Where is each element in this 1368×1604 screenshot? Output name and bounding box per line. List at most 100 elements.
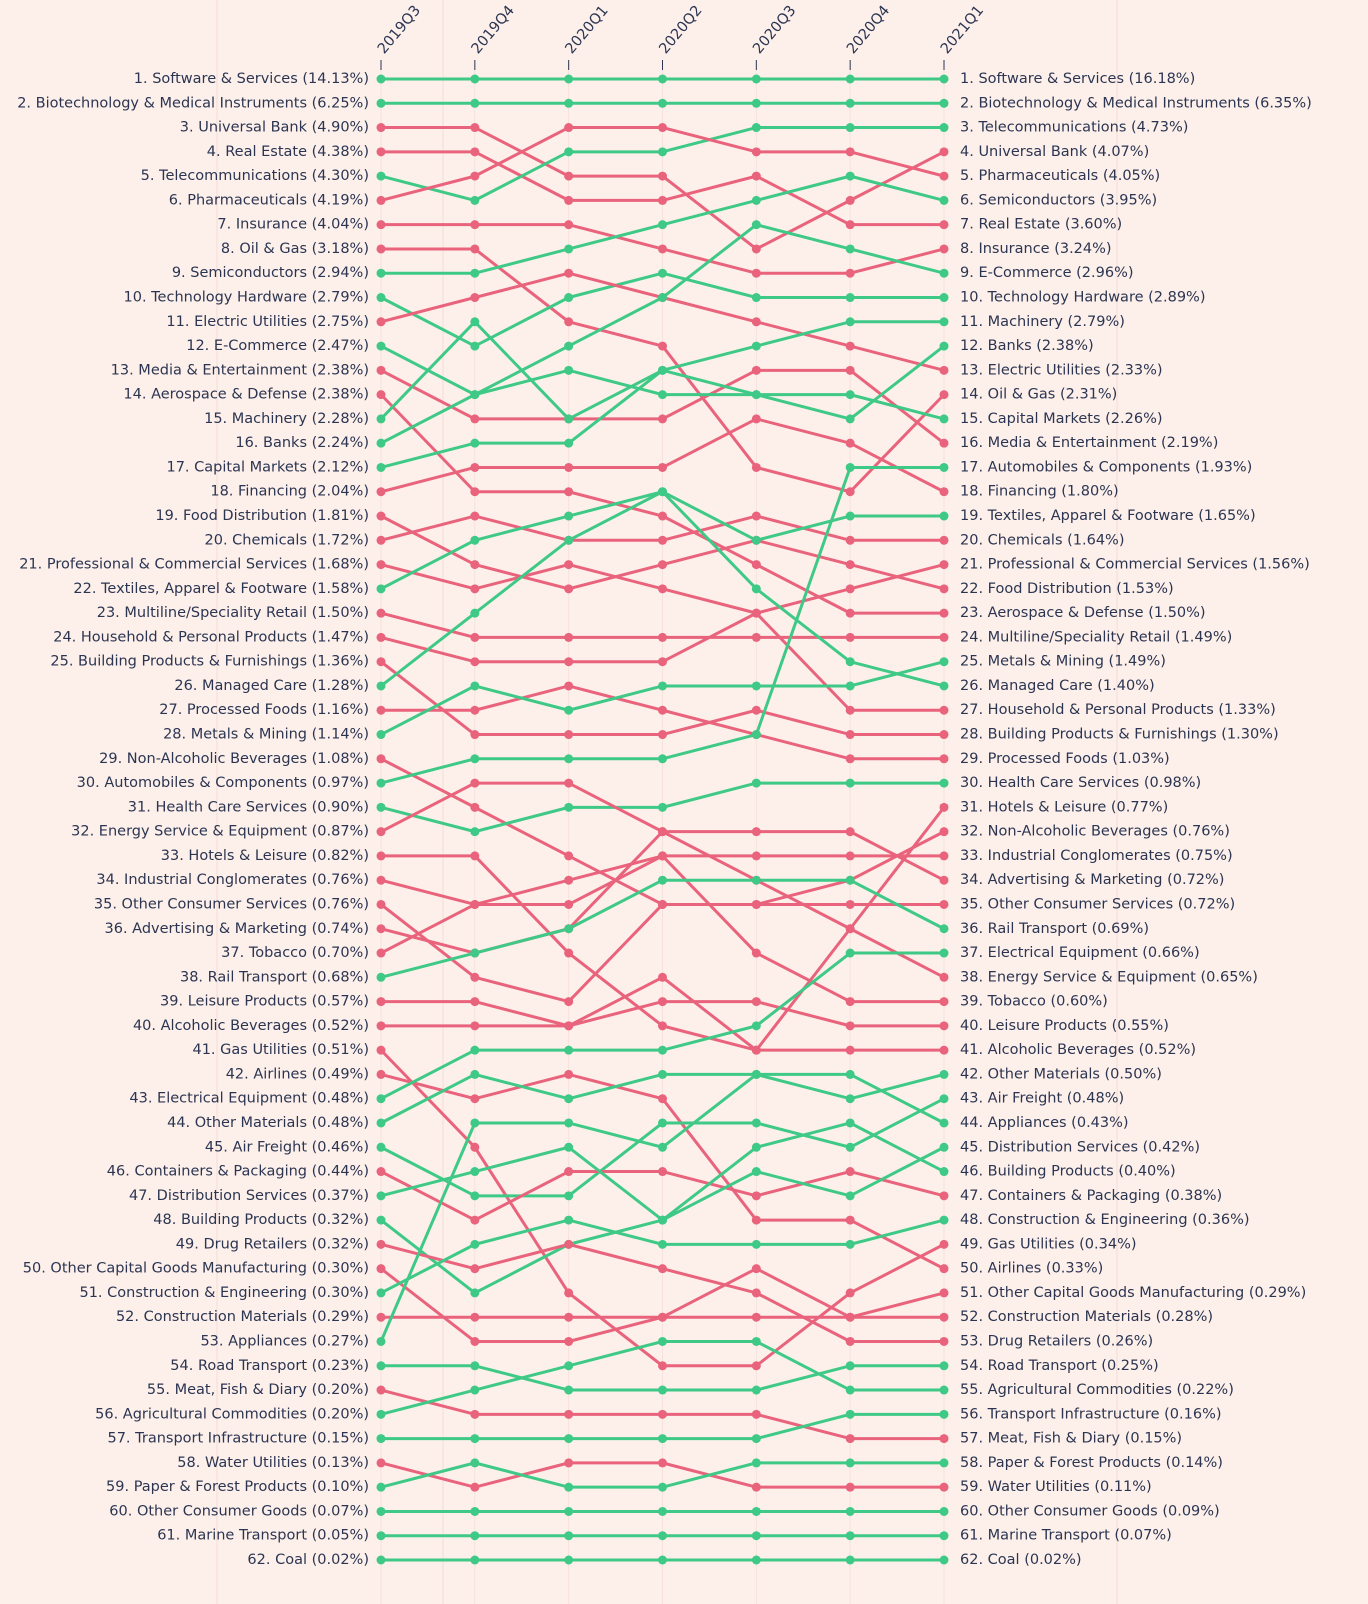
right-label: 48. Construction & Engineering (0.36%) (960, 1212, 1250, 1228)
rank-dot (939, 560, 949, 570)
rank-dot (376, 123, 386, 133)
rank-dot (470, 438, 480, 448)
rank-dot (845, 924, 855, 934)
rank-dot (376, 487, 386, 497)
rank-dot (658, 244, 667, 254)
rank-dot (564, 341, 574, 351)
rank-dot (751, 414, 761, 424)
rank-dot (564, 462, 574, 472)
rank-dot (939, 462, 949, 472)
rank-dot (939, 1094, 949, 1104)
rank-dot (564, 997, 574, 1007)
right-label: 14. Oil & Gas (2.31%) (960, 387, 1117, 403)
rank-dot (751, 827, 761, 837)
rank-dot (376, 1336, 386, 1346)
rank-dot (470, 341, 480, 351)
rank-dot (470, 1021, 480, 1031)
rank-dot (376, 657, 386, 667)
rank-dot (845, 414, 855, 424)
left-label: 56. Agricultural Commodities (0.20%) (95, 1406, 369, 1422)
left-label: 13. Media & Entertainment (2.38%) (111, 362, 369, 378)
rank-dot (376, 74, 386, 84)
right-label: 4. Universal Bank (4.07%) (960, 144, 1149, 160)
rank-dot (751, 1409, 761, 1419)
rank-dot (751, 730, 761, 740)
right-label: 18. Financing (1.80%) (960, 484, 1119, 500)
rank-dot (751, 268, 761, 278)
right-label: 49. Gas Utilities (0.34%) (960, 1236, 1137, 1252)
rank-dot (564, 98, 574, 108)
rank-dot (751, 74, 761, 84)
rank-dot (564, 244, 574, 254)
left-label: 35. Other Consumer Services (0.76%) (94, 896, 369, 912)
rank-dot (376, 1069, 386, 1079)
rank-dot (751, 1555, 761, 1565)
rank-dot (376, 1531, 386, 1541)
left-label: 27. Processed Foods (1.16%) (159, 702, 369, 718)
rank-dot (564, 1482, 574, 1492)
rank-dot (376, 899, 386, 909)
rank-dot (470, 1434, 480, 1444)
rank-dot (845, 1021, 855, 1031)
left-label: 16. Banks (2.24%) (235, 435, 369, 451)
right-label: 3. Telecommunications (4.73%) (960, 120, 1188, 136)
rank-dot (658, 899, 667, 909)
rank-dot (376, 1361, 386, 1371)
rank-dot (658, 802, 667, 812)
rank-dot (845, 171, 855, 181)
rank-dot (845, 1531, 855, 1541)
rank-dot (470, 584, 480, 594)
rank-dot (751, 1336, 761, 1346)
left-label: 25. Building Products & Furnishings (1.3… (50, 654, 369, 670)
rank-dot (376, 511, 386, 521)
right-label: 62. Coal (0.02%) (960, 1552, 1082, 1568)
right-label: 17. Automobiles & Components (1.93%) (960, 459, 1252, 475)
left-label: 12. E-Commerce (2.47%) (186, 338, 369, 354)
left-label: 6. Pharmaceuticals (4.19%) (169, 192, 369, 208)
rank-dot (564, 657, 574, 667)
rank-dot (658, 1094, 667, 1104)
rank-dot (658, 268, 667, 278)
rank-dot (376, 1167, 386, 1177)
rank-dot (564, 195, 574, 205)
left-label: 52. Construction Materials (0.29%) (116, 1309, 369, 1325)
rank-dot (751, 1069, 761, 1079)
left-label: 31. Health Care Services (0.90%) (128, 799, 369, 815)
rank-dot (564, 1094, 574, 1104)
right-label: 24. Multiline/Speciality Retail (1.49%) (960, 629, 1232, 645)
rank-dot (376, 365, 386, 375)
rank-dot (470, 487, 480, 497)
rank-dot (845, 74, 855, 84)
rank-dot (564, 924, 574, 934)
rank-dot (939, 1531, 949, 1541)
rank-dot (845, 608, 855, 618)
right-label: 10. Technology Hardware (2.89%) (960, 290, 1206, 306)
rank-dot (751, 244, 761, 254)
rank-dot (376, 802, 386, 812)
rank-dot (658, 1385, 667, 1395)
rank-dot (845, 657, 855, 667)
rank-dot (751, 851, 761, 861)
rank-dot (939, 123, 949, 133)
rank-dot (845, 390, 855, 400)
rank-dot (564, 74, 574, 84)
rank-dot (470, 1069, 480, 1079)
rank-dot (658, 487, 667, 497)
rank-dot (751, 1118, 761, 1128)
rank-dot (751, 1239, 761, 1249)
rank-dot (939, 827, 949, 837)
rank-dot (751, 147, 761, 157)
rank-dot (376, 851, 386, 861)
rank-dot (939, 1482, 949, 1492)
left-label: 58. Water Utilities (0.13%) (177, 1455, 369, 1471)
rank-dot (751, 390, 761, 400)
rank-dot (564, 1239, 574, 1249)
right-label: 13. Electric Utilities (2.33%) (960, 362, 1163, 378)
rank-dot (845, 851, 855, 861)
rank-dot (470, 948, 480, 958)
rank-dot (751, 1458, 761, 1468)
left-label: 48. Building Products (0.32%) (153, 1212, 369, 1228)
rank-dot (658, 390, 667, 400)
rank-dot (470, 1215, 480, 1225)
rank-dot (845, 1288, 855, 1298)
